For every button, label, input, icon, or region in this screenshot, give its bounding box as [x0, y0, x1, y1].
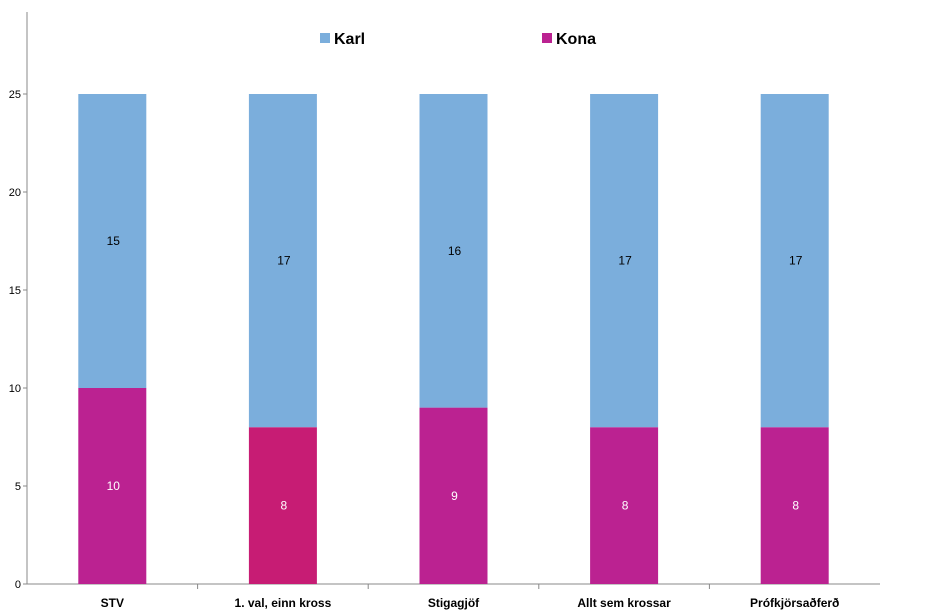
- y-tick-label: 15: [9, 285, 21, 297]
- data-label-karl: 16: [448, 244, 462, 258]
- bar-kona-4: [760, 427, 829, 584]
- x-category-label: 1. val, einn kross: [235, 596, 332, 610]
- data-label-kona: 8: [792, 499, 799, 513]
- bar-kona-3: [590, 427, 659, 584]
- bar-karl-3: [590, 94, 659, 428]
- bar-karl-0: [78, 94, 147, 388]
- y-tick-label: 5: [15, 481, 21, 493]
- data-label-kona: 8: [622, 499, 629, 513]
- bar-karl-1: [248, 94, 317, 428]
- bar-kona-0: [78, 388, 147, 584]
- data-label-kona: 8: [281, 499, 288, 513]
- legend-label-karl: Karl: [334, 31, 365, 48]
- y-tick-label: 20: [9, 187, 21, 199]
- x-category-label: Prófkjörsaðferð: [750, 596, 839, 610]
- bar-karl-4: [760, 94, 829, 428]
- data-label-karl: 17: [618, 254, 632, 268]
- legend-swatch-kona: [542, 33, 552, 43]
- data-label-karl: 17: [277, 254, 291, 268]
- legend-swatch-karl: [320, 33, 330, 43]
- data-label-kona: 9: [451, 489, 458, 503]
- data-label-kona: 10: [107, 479, 121, 493]
- data-label-karl: 15: [107, 234, 121, 248]
- bar-kona-1: [248, 427, 317, 584]
- x-category-label: Allt sem krossar: [577, 596, 671, 610]
- bar-karl-2: [419, 94, 488, 408]
- x-category-label: STV: [101, 596, 124, 610]
- legend: Karl Kona: [320, 31, 596, 48]
- bar-kona-2: [419, 407, 488, 584]
- plot-area: 0 5 10 15 20 25 10 15 STV 8 17 1. val, einn kross 9 1…: [9, 12, 880, 610]
- legend-label-kona: Kona: [556, 31, 596, 48]
- y-tick-label: 0: [15, 579, 21, 591]
- x-category-label: Stigagjöf: [428, 596, 480, 610]
- data-label-karl: 17: [789, 254, 803, 268]
- y-tick-label: 10: [9, 383, 21, 395]
- y-tick-label: 25: [9, 89, 21, 101]
